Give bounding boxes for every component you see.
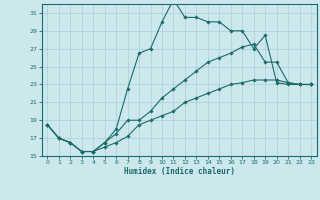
X-axis label: Humidex (Indice chaleur): Humidex (Indice chaleur) [124, 167, 235, 176]
